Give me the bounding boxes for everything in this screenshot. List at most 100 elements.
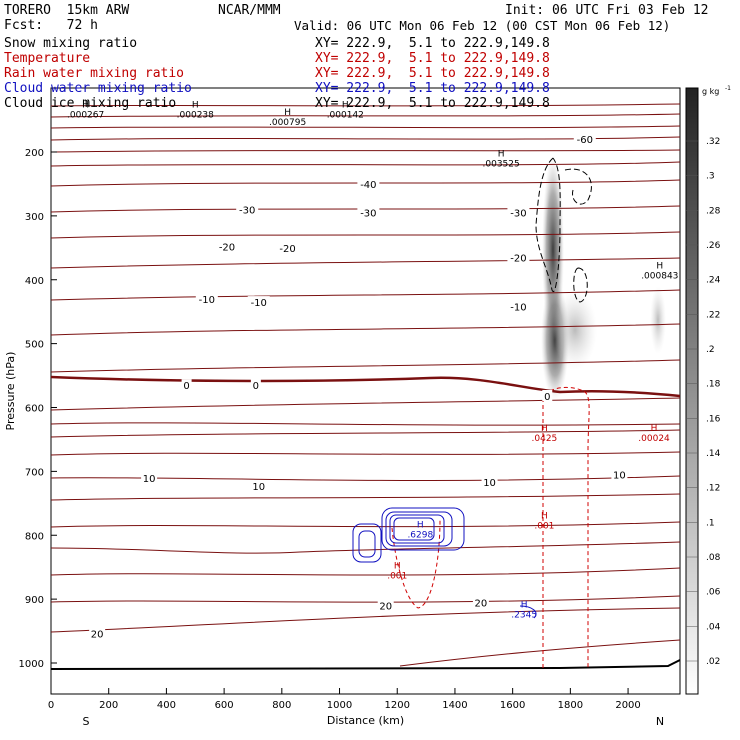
x-tick-label: 0 (48, 700, 54, 711)
isotherm (50, 429, 681, 438)
temperature-label: 20 (91, 630, 104, 641)
x-tick-label: 1200 (385, 700, 410, 711)
colorbar-label: .02 (706, 657, 720, 667)
temperature-label-bg (89, 627, 106, 639)
ice-loop (564, 168, 592, 205)
cloud-ice-contours (535, 157, 592, 303)
maximum-value: .000142 (327, 110, 364, 120)
temperature-label-bg (250, 379, 261, 391)
temperature-label: 0 (183, 381, 189, 392)
temperature-label-bg (611, 468, 628, 480)
isotherm (50, 521, 681, 528)
snow-plume (553, 290, 597, 370)
temperature-label: 10 (252, 482, 265, 493)
maximum-value: .000238 (177, 110, 214, 120)
x-tick-label: 1000 (327, 700, 352, 711)
isotherm (399, 639, 681, 667)
isotherm (50, 397, 681, 411)
temperature-label: -10 (510, 303, 526, 314)
maximum-value: .003525 (483, 159, 520, 169)
maximum-value: .000795 (269, 118, 306, 128)
y-tick-label: 400 (25, 276, 44, 287)
maximum-mark: H (498, 149, 505, 159)
isotherm (50, 607, 681, 633)
maximum-value: .001 (387, 571, 407, 581)
colorbar (685, 87, 699, 695)
rain-drop (391, 519, 441, 609)
plot-frame (50, 87, 681, 695)
isotherm (50, 451, 681, 456)
temperature-label: -20 (279, 244, 295, 255)
maximum-value: .000843 (641, 271, 678, 281)
x-tick-label: 2000 (615, 700, 640, 711)
y-tick-label: 900 (25, 595, 44, 606)
isotherm (50, 541, 681, 554)
y-tick-label: 700 (25, 467, 44, 478)
field-xy-cloud-water: XY= 222.9, 5.1 to 222.9,149.8 (315, 81, 550, 96)
x-tick-label: 1800 (558, 700, 583, 711)
x-tick-label: 400 (157, 700, 176, 711)
valid-time: Valid: 06 UTC Mon 06 Feb 12 (00 CST Mon … (294, 18, 671, 33)
maximum-mark: H (541, 424, 548, 434)
temperature-label-bg (195, 292, 218, 304)
init-time: Init: 06 UTC Fri 03 Feb 12 (505, 3, 709, 18)
temperature-label-bg (481, 476, 498, 488)
cloud-ring (385, 511, 453, 547)
center-name: NCAR/MMM (218, 3, 281, 18)
colorbar-units-exponent: -1 (725, 85, 731, 92)
temperature-label-bg (276, 241, 299, 253)
colorbar-label: .1 (706, 518, 715, 528)
colorbar-label: .2 (706, 345, 715, 355)
isotherm (50, 567, 681, 576)
isotherm (50, 289, 681, 301)
temperature-label: -10 (199, 295, 215, 306)
temperature-label-bg (216, 240, 239, 252)
temperature-label: -30 (360, 209, 376, 220)
colorbar-label: .08 (706, 553, 721, 563)
field-name-cloud-water: Cloud water mixing ratio (4, 81, 192, 96)
forecast-hour: Fcst: 72 h (4, 18, 98, 33)
cloud-ring (389, 514, 445, 544)
colorbar-label: .24 (706, 276, 721, 286)
temperature-label: 0 (253, 381, 259, 392)
temperature-label: 20 (475, 598, 488, 609)
field-xy-cloud-ice: XY= 222.9, 5.1 to 222.9,149.8 (315, 96, 550, 111)
y-tick-label: 800 (25, 531, 44, 542)
cloud-water-contours (352, 507, 537, 619)
snow-shading (541, 155, 666, 400)
x-axis-title: Distance (km) (327, 714, 404, 727)
maximum-mark: H (82, 100, 89, 110)
isotherm (50, 103, 681, 107)
field-name-cloud-ice: Cloud ice mixing ratio (4, 96, 177, 111)
temperature-label-bg (573, 133, 596, 145)
temperature-label-bg (472, 596, 489, 608)
temperature-label-bg (377, 599, 394, 611)
maximum-mark: H (192, 100, 199, 110)
colorbar-label: .3 (706, 172, 715, 182)
temperature-label: 10 (613, 471, 626, 482)
temperature-label: -20 (510, 253, 526, 264)
y-tick-label: 500 (25, 340, 44, 351)
isotherm (50, 231, 681, 239)
isotherm (50, 257, 681, 269)
maximum-mark: H (417, 521, 424, 531)
cloud-ring (358, 530, 376, 558)
colorbar-label: .18 (706, 380, 721, 390)
isotherm (50, 161, 681, 167)
field-name-snow: Snow mixing ratio (4, 36, 138, 51)
x-tick-label: 200 (99, 700, 118, 711)
temperature-label-bg (141, 471, 158, 483)
maximum-mark: H (284, 108, 291, 118)
cloud-arc (519, 605, 537, 619)
maximum-value: .00024 (638, 434, 670, 444)
isotherm (50, 493, 681, 501)
field-name-temperature: Temperature (4, 51, 91, 66)
maximum-mark: H (394, 561, 401, 571)
temperature-label-bg (542, 390, 553, 402)
temperature-label: -30 (510, 209, 526, 220)
colorbar-label: .26 (706, 241, 721, 251)
maximum-value: .000267 (67, 110, 104, 120)
x-end-label-south: S (83, 715, 90, 728)
isotherm (50, 113, 681, 118)
